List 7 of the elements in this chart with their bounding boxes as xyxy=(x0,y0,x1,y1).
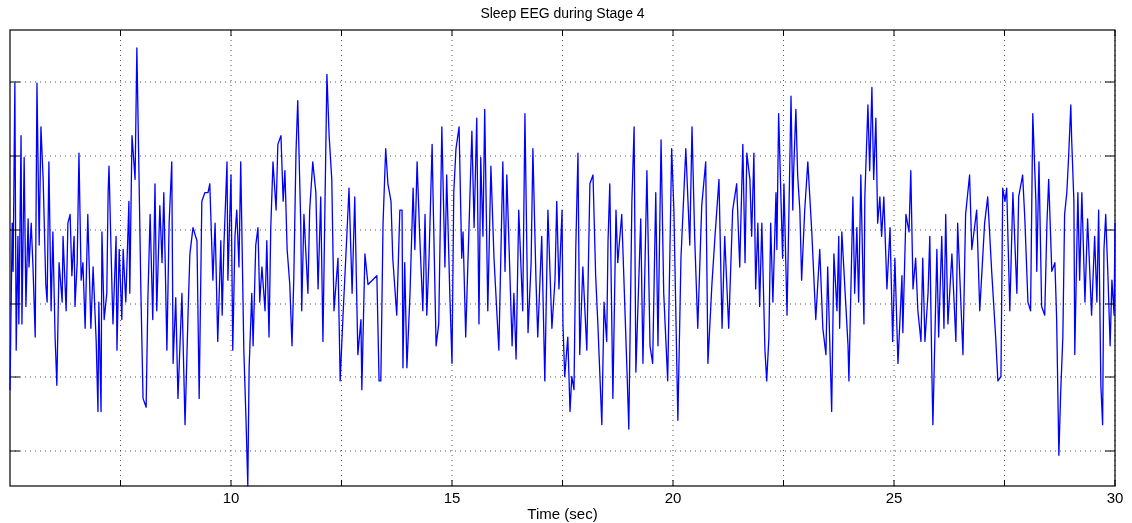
x-tick-label: 15 xyxy=(443,489,461,506)
x-tick-label: 10 xyxy=(222,489,240,506)
x-tick-label: 30 xyxy=(1106,489,1124,506)
x-tick-label: 20 xyxy=(664,489,682,506)
x-axis-title: Time (sec) xyxy=(527,505,598,522)
x-tick-label: 25 xyxy=(885,489,903,506)
chart-title: Sleep EEG during Stage 4 xyxy=(480,5,645,21)
